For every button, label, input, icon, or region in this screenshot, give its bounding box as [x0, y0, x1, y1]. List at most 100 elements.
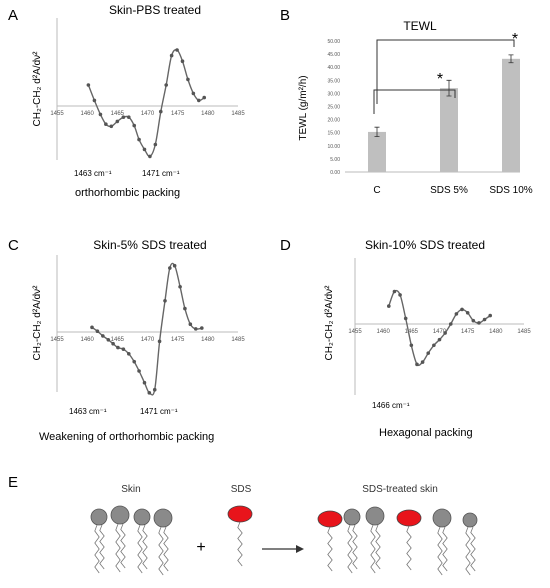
- chart-b-error-bar: [508, 54, 514, 64]
- chart-a-data-point: [191, 91, 196, 96]
- chart-d-data-point: [392, 289, 397, 294]
- chart-a-data-point: [137, 137, 141, 142]
- chart-d-data-point: [471, 318, 476, 323]
- chart-a-xtick: 1455: [50, 111, 64, 117]
- chart-a-data-point: [142, 147, 147, 152]
- chart-d-data-point: [398, 293, 402, 297]
- chart-c-data-point: [200, 326, 204, 330]
- chart-b-category-label: SDS 5%: [430, 185, 468, 196]
- lipid-tail: [327, 526, 333, 572]
- chart-c-ylabel: CH₂-CH₂ d²A/dν²: [32, 285, 43, 361]
- chart-d-data-point: [437, 337, 442, 342]
- chart-d-data-point: [420, 360, 425, 364]
- chart-a-data-point: [126, 115, 131, 119]
- chart-c-xtick: 1455: [50, 337, 64, 343]
- sig-bracket-10: [376, 39, 515, 104]
- chart-a-data-point: [196, 98, 201, 103]
- chart-c-xtick: 1470: [141, 337, 155, 343]
- chart-d-data-point: [443, 331, 447, 335]
- lipid-tail: [99, 524, 105, 570]
- chart-d-data-point: [403, 316, 408, 321]
- lipid-head: [432, 508, 452, 528]
- chart-a-data-point: [169, 53, 174, 58]
- chart-c-annotation-1463: 1463 cm⁻¹: [69, 407, 107, 416]
- chart-b-ytick: 15.00: [327, 131, 340, 137]
- lipid-tail: [120, 523, 126, 569]
- lipid-head: [90, 508, 108, 526]
- lipid-tail: [94, 524, 100, 574]
- chart-d-xtick: 1485: [517, 329, 531, 335]
- sds-head: [317, 510, 343, 528]
- chart-c-annotation-1471: 1471 cm⁻¹: [140, 407, 178, 416]
- chart-c-data-point: [152, 387, 157, 392]
- chart-d-series-line: [388, 289, 491, 367]
- chart-a-data-point: [121, 115, 126, 119]
- chart-c-data-point: [163, 299, 167, 303]
- panel-c-spectrum: Skin-5% SDS treated CH₂-CH₂ d²A/dν² 1455…: [32, 238, 245, 443]
- chart-b-ytick: 30.00: [327, 91, 340, 97]
- chart-b-ytick: 10.00: [327, 144, 340, 150]
- lipid-tail: [115, 523, 121, 573]
- chart-a-xtick: 1485: [231, 111, 245, 117]
- lipid-tail: [163, 526, 169, 572]
- panel-letter-b: B: [280, 7, 290, 24]
- lipid-head: [343, 508, 361, 526]
- chart-c-xtick: 1460: [80, 337, 94, 343]
- panel-e-schematic: Skin SDS SDS-treated skin +: [90, 484, 478, 576]
- lipid-head: [110, 505, 130, 525]
- chart-b-ytick: 50.00: [327, 39, 340, 45]
- chart-c-data-point: [126, 352, 131, 356]
- chart-b-ytick: 25.00: [327, 105, 340, 111]
- chart-d-data-point: [409, 343, 414, 348]
- sds-head: [396, 509, 422, 527]
- chart-d-data-point: [460, 307, 464, 312]
- chart-c-data-point: [101, 334, 105, 338]
- chart-b-ytick: 20.00: [327, 118, 340, 124]
- chart-a-caption: orthorhombic packing: [75, 187, 180, 199]
- chart-d-xtick: 1470: [433, 329, 447, 335]
- chart-c-xtick: 1475: [171, 337, 185, 343]
- chart-b-title: TEWL: [403, 19, 437, 33]
- chart-c-xtick: 1485: [231, 337, 245, 343]
- chart-d-xtick: 1480: [489, 329, 503, 335]
- lipid-tail: [375, 524, 381, 570]
- chart-d-title: Skin-10% SDS treated: [365, 238, 485, 252]
- panel-letter-c: C: [8, 237, 19, 254]
- chart-c-xtick: 1465: [111, 337, 125, 343]
- lipid-head: [153, 508, 173, 528]
- chart-a-data-point: [153, 142, 158, 147]
- chart-c-data-point: [157, 339, 162, 344]
- chart-b-error-bar: [374, 126, 380, 138]
- lipid-head: [133, 508, 151, 526]
- lipid-tail: [406, 525, 412, 571]
- chart-a-data-point: [92, 98, 97, 103]
- panel-letter-e: E: [8, 474, 18, 491]
- chart-a-data-point: [175, 48, 179, 52]
- chart-a-data-point: [109, 124, 114, 129]
- chart-d-data-point: [448, 322, 453, 326]
- chart-a-title: Skin-PBS treated: [109, 3, 201, 17]
- chart-a-data-point: [98, 112, 103, 117]
- chart-b-ytick: 45.00: [327, 52, 340, 58]
- chart-a-data-point: [86, 83, 91, 87]
- chart-b-ylabel: TEWL (g/m²/h): [298, 75, 309, 140]
- chart-c-data-point: [147, 391, 152, 395]
- chart-c-data-point: [116, 345, 120, 350]
- chart-c-xtick: 1480: [201, 337, 215, 343]
- panel-letter-d: D: [280, 237, 291, 254]
- chart-b-category-label: SDS 10%: [489, 185, 532, 196]
- lipid-tail: [142, 524, 148, 570]
- chart-c-series-line: [91, 262, 202, 396]
- chart-d-caption: Hexagonal packing: [379, 427, 473, 439]
- chart-a-annotation-1471: 1471 cm⁻¹: [142, 169, 180, 178]
- chart-d-ylabel: CH₂-CH₂ d²A/dν²: [324, 285, 335, 361]
- chart-a-ylabel: CH₂-CH₂ d²A/dν²: [32, 51, 43, 127]
- lipid-tail: [137, 524, 143, 574]
- chart-d-xtick: 1475: [461, 329, 475, 335]
- chart-a-data-point: [158, 109, 163, 114]
- chart-c-data-point: [111, 341, 115, 346]
- chart-c-data-point: [193, 327, 198, 331]
- chart-b-category-label: C: [373, 185, 380, 196]
- sds-label: SDS: [231, 484, 252, 495]
- arrow-head-icon: [296, 545, 304, 553]
